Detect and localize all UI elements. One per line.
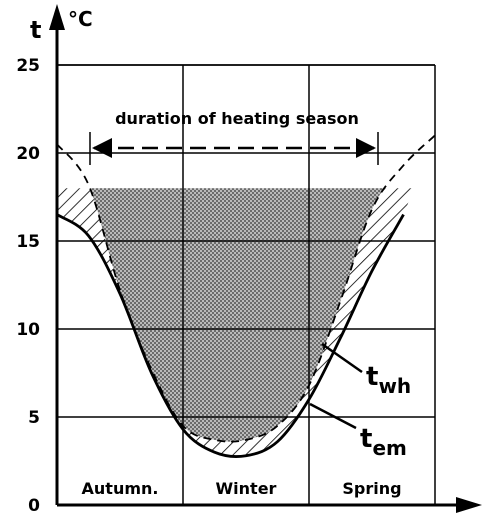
heating-region [89, 188, 385, 442]
season-label: Spring [342, 479, 401, 498]
y-tick-label: 5 [28, 408, 40, 428]
y-tick-label: 0 [28, 496, 40, 515]
line [56, 134, 436, 443]
line [56, 213, 405, 458]
pointer [321, 342, 363, 374]
legend-name: t [366, 362, 378, 392]
hatched-region [57, 188, 415, 457]
pointer [309, 402, 357, 430]
y-axis-arrow [49, 4, 65, 30]
y-tick-label: 20 [16, 144, 40, 164]
legend-label: twh [366, 362, 411, 398]
y-axis-unit: °C [68, 7, 93, 31]
season-label: Winter [216, 479, 277, 498]
x-axis-arrow [456, 497, 482, 513]
y-tick-label: 25 [16, 56, 40, 76]
legend-subscript: wh [378, 374, 411, 398]
legend-name: t [360, 424, 372, 454]
y-tick-label: 10 [16, 320, 40, 340]
y-tick-label: 15 [16, 232, 40, 252]
legend-label: tem [360, 424, 407, 460]
annotation: duration of heating season [115, 109, 359, 128]
y-axis-label: t [30, 16, 41, 44]
regions [57, 188, 415, 457]
legend-subscript: em [372, 436, 406, 460]
season-label: Autumn. [82, 479, 159, 498]
